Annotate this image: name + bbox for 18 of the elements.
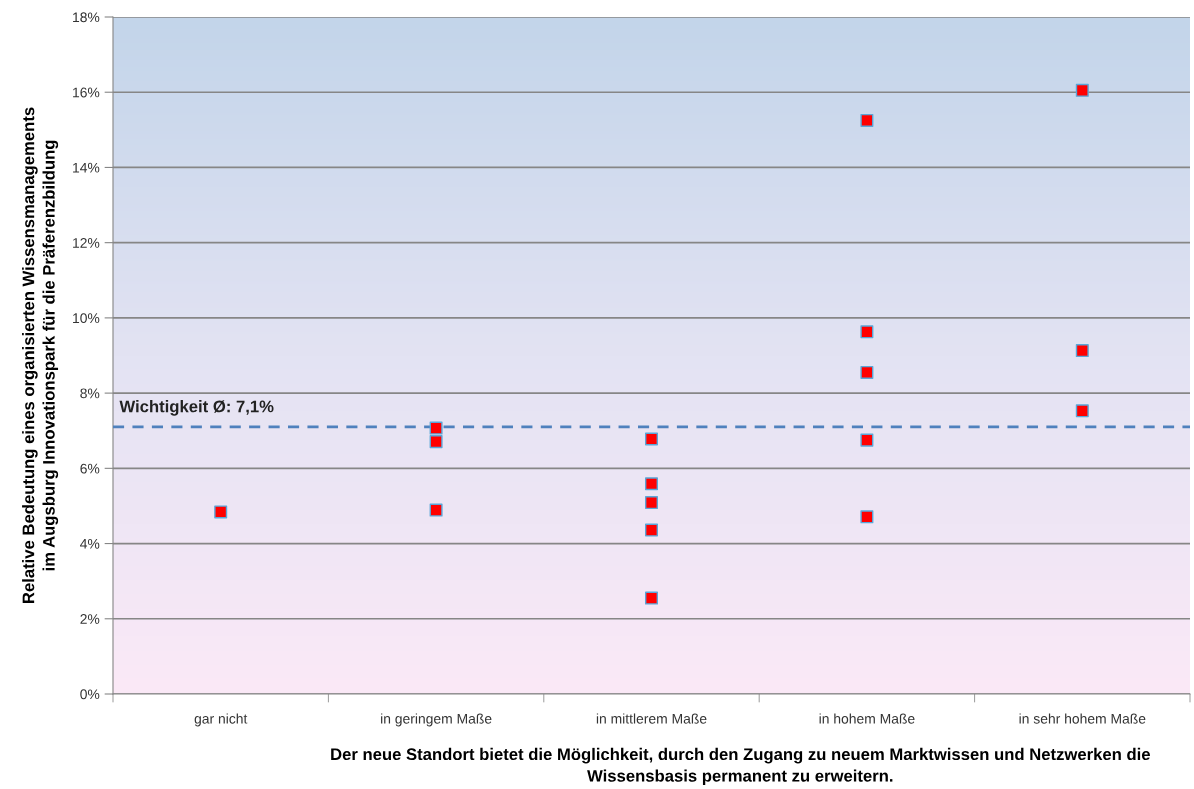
x-axis-title: Der neue Standort bietet die Möglichkeit, durch den Zugang zu neuem Marktwissen und Netzwerken die Wissensbasis permanent zu erweitern. [331, 747, 1150, 786]
x-tick-label: in sehr hohem Maße [1019, 713, 1146, 724]
y-tick-label: 12% [73, 238, 100, 248]
y-tick-label: 6% [80, 463, 100, 474]
y-tick-label: 10% [73, 313, 100, 324]
y-tick-label: 16% [73, 87, 100, 98]
ref-line-label: Wichtigkeit Ø: 7,1% [119, 400, 274, 416]
y-axis-title: Relative Bedeutung eines organisierten Wissensmanagements im Augsburg Innovationspark für die Präferenzbildung [22, 107, 59, 603]
x-tick-label: gar nicht [194, 713, 248, 727]
y-tick-label: 2% [80, 614, 100, 624]
y-tick-label: 18% [73, 12, 100, 23]
x-tick-label: in hohem Maße [819, 713, 915, 724]
y-tick-label: 14% [73, 162, 100, 173]
y-tick-label: 0% [80, 689, 100, 700]
x-tick-label: in mittlerem Maße [596, 713, 707, 724]
x-tick-label: in geringem Maße [381, 713, 492, 727]
y-tick-label: 8% [80, 388, 100, 399]
y-tick-label: 4% [80, 538, 100, 549]
